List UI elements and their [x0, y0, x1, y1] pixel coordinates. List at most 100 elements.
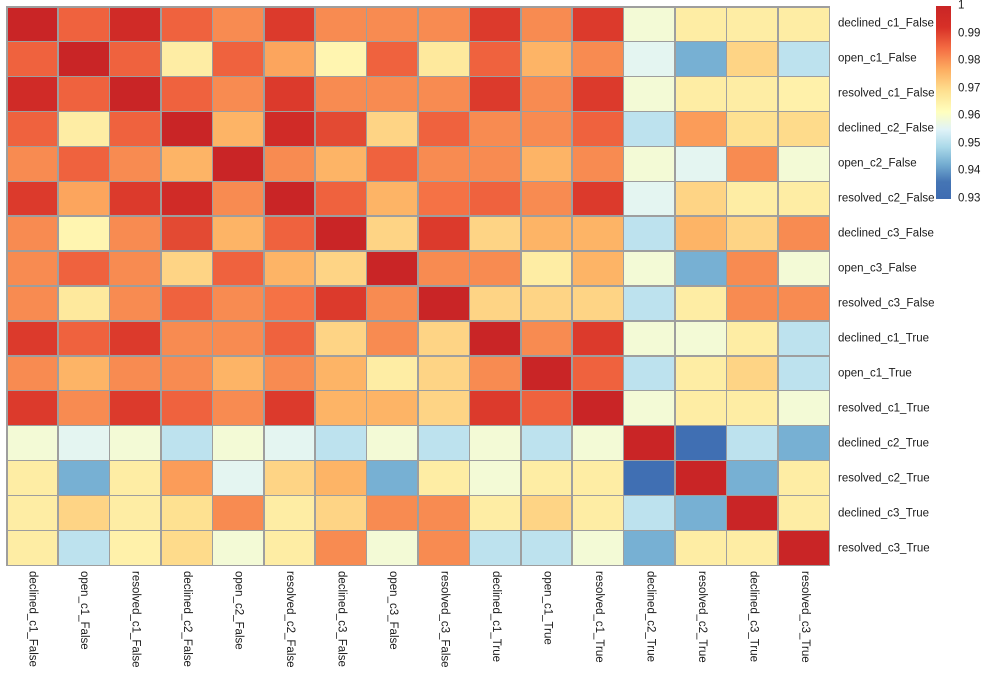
heatmap-cell [727, 496, 778, 530]
heatmap-cell [161, 216, 212, 251]
heatmap-cell [727, 77, 778, 111]
heatmap-cell [572, 182, 623, 216]
heatmap-cell [315, 147, 366, 181]
row-label: open_c3_False [838, 261, 917, 274]
heatmap-cell [521, 286, 572, 321]
heatmap-cell [58, 42, 109, 76]
heatmap-cell [7, 356, 58, 390]
heatmap-cell [521, 112, 572, 146]
heatmap-cell [213, 356, 264, 390]
column-label: open_c2_False [232, 571, 245, 650]
heatmap-cell [418, 42, 469, 76]
heatmap-cell [161, 147, 212, 181]
heatmap-cell [778, 42, 829, 76]
heatmap-cell [110, 356, 161, 390]
heatmap-cell [315, 251, 366, 286]
heatmap-cell [418, 356, 469, 390]
heatmap-cell [675, 216, 726, 251]
heatmap-cell [521, 321, 572, 356]
heatmap-cell [778, 216, 829, 251]
heatmap-cell [110, 531, 161, 565]
heatmap-cell [572, 216, 623, 251]
heatmap-cell [778, 426, 829, 460]
heatmap-cell [264, 182, 315, 216]
heatmap-cell [213, 286, 264, 321]
heatmap-cell [727, 251, 778, 286]
heatmap-cell [778, 147, 829, 181]
heatmap-cell [521, 426, 572, 460]
heatmap-cell [58, 77, 109, 111]
heatmap-cell [572, 391, 623, 425]
heatmap-cell [367, 496, 418, 530]
heatmap-cell [161, 426, 212, 460]
heatmap-cell [161, 461, 212, 495]
row-label: declined_c2_True [838, 436, 929, 449]
heatmap-cell [264, 147, 315, 181]
heatmap-cell [470, 251, 521, 286]
heatmap-cell [470, 112, 521, 146]
heatmap-cell [418, 251, 469, 286]
heatmap-cell [367, 42, 418, 76]
heatmap-cell [110, 147, 161, 181]
heatmap-cell [572, 356, 623, 390]
colorbar-tick-label: 0.98 [958, 54, 981, 67]
heatmap-cell [470, 496, 521, 530]
heatmap-cell [161, 496, 212, 530]
heatmap-cell [110, 461, 161, 495]
heatmap-cell [778, 77, 829, 111]
heatmap-cell [264, 356, 315, 390]
heatmap-cell [572, 286, 623, 321]
colorbar-gradient [936, 6, 951, 199]
heatmap-cell [7, 321, 58, 356]
heatmap-cell [264, 391, 315, 425]
heatmap-cell [624, 426, 675, 460]
heatmap-cell [315, 42, 366, 76]
heatmap-cell [727, 461, 778, 495]
column-label: declined_c1_False [26, 571, 39, 667]
heatmap-cell [264, 286, 315, 321]
row-label: declined_c3_False [838, 226, 934, 239]
heatmap-cell [213, 461, 264, 495]
heatmap-cell [367, 7, 418, 41]
heatmap-cell [675, 426, 726, 460]
heatmap-cell [110, 7, 161, 41]
heatmap-cell [58, 216, 109, 251]
heatmap-cell [778, 531, 829, 565]
heatmap-cell [418, 426, 469, 460]
heatmap-cell [7, 147, 58, 181]
heatmap-cell [470, 461, 521, 495]
heatmap-cell [778, 356, 829, 390]
heatmap-cell [675, 461, 726, 495]
heatmap-cell [778, 321, 829, 356]
heatmap-cell [675, 531, 726, 565]
heatmap-cell [418, 321, 469, 356]
row-label: resolved_c3_True [838, 541, 930, 554]
row-label: declined_c3_True [838, 506, 929, 519]
heatmap-cell [572, 7, 623, 41]
heatmap-cell [418, 77, 469, 111]
heatmap-cell [727, 7, 778, 41]
heatmap-cell [778, 251, 829, 286]
heatmap-cell [418, 531, 469, 565]
heatmap-cell [778, 496, 829, 530]
heatmap-cell [572, 496, 623, 530]
heatmap-cell [58, 531, 109, 565]
heatmap-cell [418, 461, 469, 495]
heatmap-cell [727, 356, 778, 390]
heatmap-cell [727, 42, 778, 76]
heatmap-cell [675, 251, 726, 286]
heatmap-cell [213, 147, 264, 181]
heatmap-cell [110, 426, 161, 460]
heatmap-cell [624, 531, 675, 565]
heatmap-cell [675, 147, 726, 181]
heatmap-cell [367, 182, 418, 216]
colorbar-tick-label: 0.99 [958, 26, 981, 39]
heatmap-cell [521, 496, 572, 530]
heatmap-cell [213, 42, 264, 76]
heatmap-grid [6, 6, 830, 566]
heatmap-cell [521, 391, 572, 425]
column-label: resolved_c1_False [129, 571, 142, 668]
heatmap-cell [110, 286, 161, 321]
heatmap-cell [367, 216, 418, 251]
heatmap-cell [7, 426, 58, 460]
